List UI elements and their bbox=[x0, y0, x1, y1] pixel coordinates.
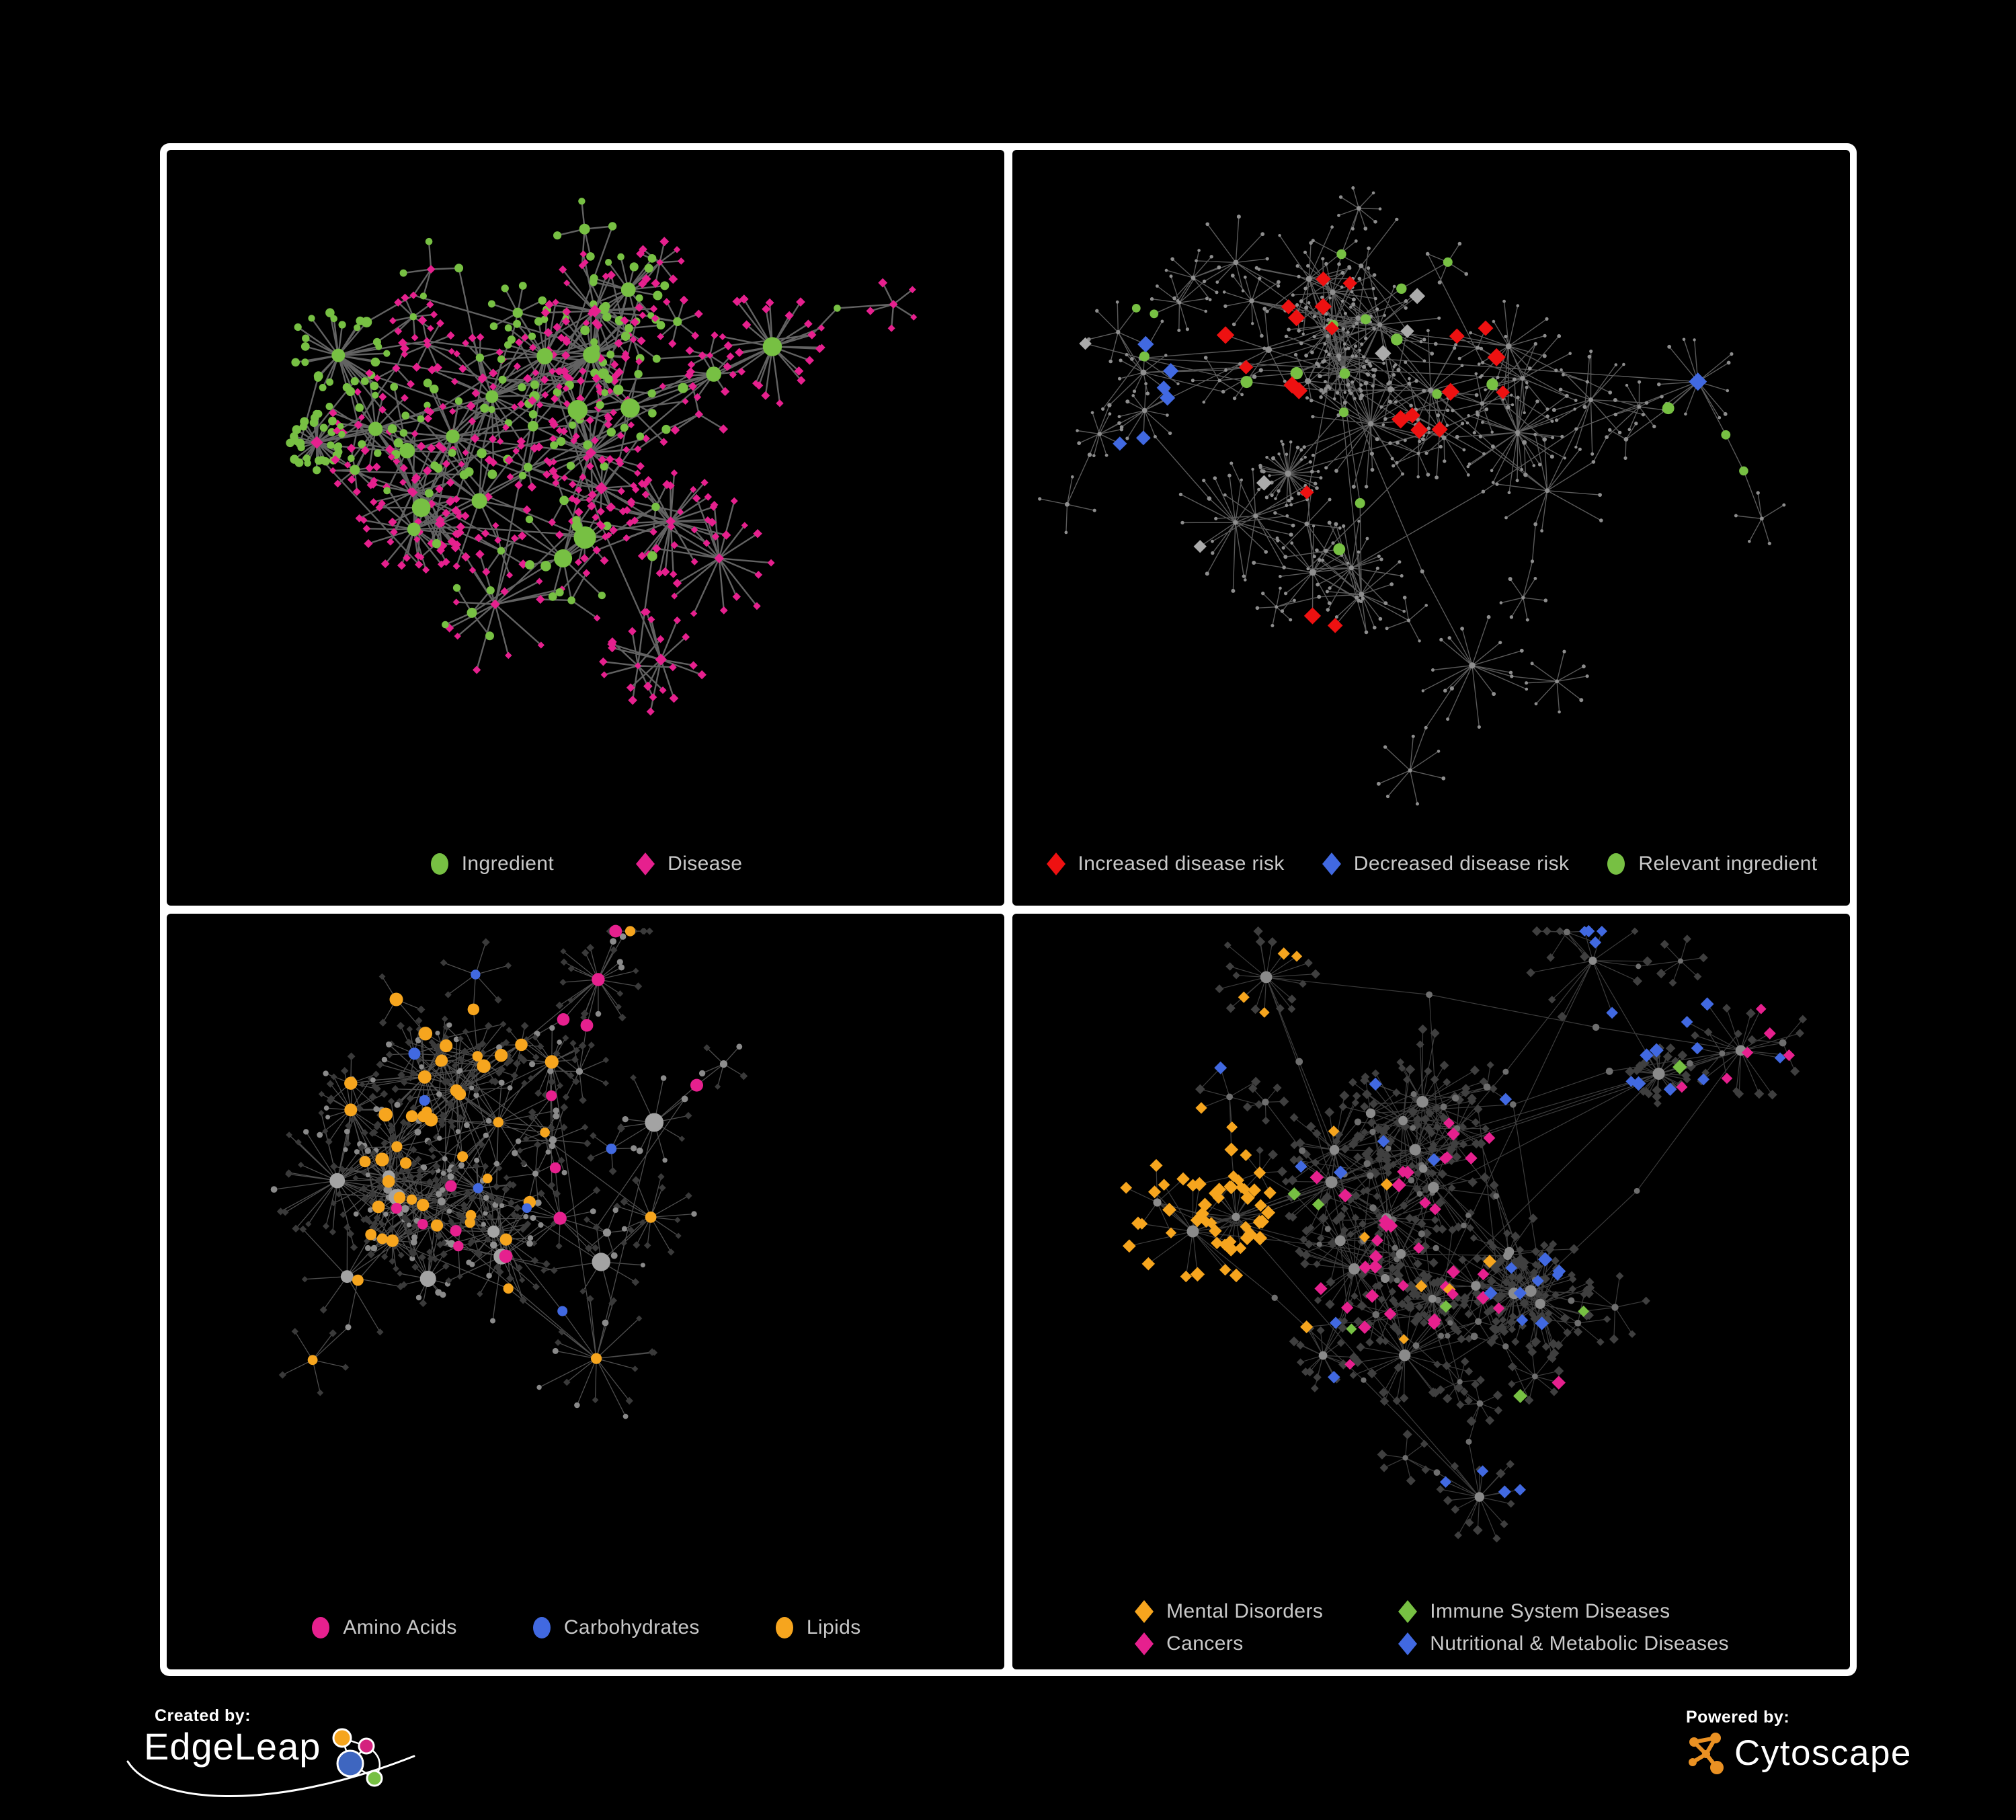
legend-item: Carbohydrates bbox=[531, 1616, 700, 1640]
legend-diamond-swatch bbox=[636, 853, 655, 875]
edges-layer bbox=[1039, 188, 1785, 804]
legend-label: Mental Disorders bbox=[1166, 1600, 1324, 1622]
legend-circle-swatch bbox=[312, 1617, 330, 1638]
white-frame-grid: Ingredient Disease Increased disease risk… bbox=[160, 143, 1857, 1676]
legend-item: Immune System Diseases bbox=[1397, 1599, 1670, 1624]
edges-layer bbox=[274, 931, 744, 1417]
panel-nutrient-classes: Amino Acids Carbohydrates Lipids bbox=[167, 914, 1004, 1669]
legend-label: Nutritional & Metabolic Diseases bbox=[1430, 1632, 1729, 1655]
legend-label: Disease bbox=[668, 853, 743, 875]
nodes-layer bbox=[270, 924, 748, 1419]
legend-label: Decreased disease risk bbox=[1353, 853, 1570, 875]
panel-ingredient-disease: Ingredient Disease bbox=[167, 150, 1004, 906]
legend: Ingredient Disease bbox=[167, 822, 1004, 906]
legend-diamond-swatch bbox=[1046, 853, 1065, 875]
legend-label: Relevant ingredient bbox=[1638, 853, 1818, 875]
panel-disease-risk: Increased disease risk Decreased disease … bbox=[1012, 150, 1850, 906]
legend-diamond-swatch bbox=[1322, 853, 1341, 875]
edgeleap-logo-icon bbox=[332, 1728, 383, 1787]
legend-item: Disease bbox=[635, 852, 742, 876]
legend-circle-swatch bbox=[1607, 853, 1625, 875]
legend-item: Amino Acids bbox=[310, 1616, 456, 1640]
legend-label: Carbohydrates bbox=[563, 1616, 700, 1638]
created-by-label: Created by: bbox=[155, 1706, 251, 1725]
legend-diamond-swatch bbox=[1135, 1600, 1154, 1623]
edges-layer bbox=[1125, 931, 1804, 1539]
network-canvas bbox=[1120, 924, 1808, 1543]
cytoscape-logo-icon bbox=[1689, 1733, 1724, 1774]
legend-diamond-swatch bbox=[1135, 1632, 1154, 1655]
network-canvas bbox=[1038, 186, 1786, 806]
panel-disease-categories: Mental Disorders Immune System Diseases Ca… bbox=[1012, 914, 1850, 1669]
nodes-layer bbox=[286, 198, 918, 716]
legend-item: Increased disease risk bbox=[1045, 852, 1285, 876]
legend: Mental Disorders Immune System Diseases Ca… bbox=[1012, 1586, 1850, 1669]
legend-item: Ingredient bbox=[429, 852, 554, 876]
legend-circle-swatch bbox=[775, 1617, 793, 1638]
legend-label: Ingredient bbox=[461, 853, 555, 875]
legend: Increased disease risk Decreased disease … bbox=[1012, 822, 1850, 906]
nodes-layer bbox=[1038, 186, 1786, 806]
legend-item: Cancers bbox=[1133, 1632, 1244, 1656]
legend-item: Lipids bbox=[774, 1616, 861, 1640]
legend-item: Mental Disorders bbox=[1133, 1599, 1323, 1624]
legend-item: Nutritional & Metabolic Diseases bbox=[1397, 1632, 1729, 1656]
legend-label: Increased disease risk bbox=[1078, 853, 1285, 875]
legend-item: Decreased disease risk bbox=[1321, 852, 1570, 876]
legend-item: Relevant ingredient bbox=[1605, 852, 1817, 876]
powered-by-label: Powered by: bbox=[1686, 1708, 1790, 1727]
legend: Amino Acids Carbohydrates Lipids bbox=[167, 1586, 1004, 1669]
legend-circle-swatch bbox=[532, 1617, 551, 1638]
legend-label: Amino Acids bbox=[343, 1616, 457, 1638]
legend-label: Lipids bbox=[806, 1616, 861, 1638]
network-canvas bbox=[270, 924, 748, 1419]
edgeleap-branding: Created by: EdgeLeap bbox=[126, 1706, 453, 1814]
cytoscape-wordmark: Cytoscape bbox=[1734, 1733, 1912, 1773]
edgeleap-swoosh bbox=[126, 1755, 415, 1797]
edgeleap-wordmark: EdgeLeap bbox=[144, 1725, 321, 1768]
network-canvas bbox=[286, 198, 918, 716]
legend-label: Cancers bbox=[1166, 1632, 1244, 1655]
legend-diamond-swatch bbox=[1398, 1632, 1418, 1655]
legend-label: Immune System Diseases bbox=[1430, 1600, 1670, 1622]
legend-diamond-swatch bbox=[1398, 1600, 1418, 1623]
cytoscape-branding: Powered by: Cytoscape bbox=[1686, 1708, 1968, 1809]
legend-circle-swatch bbox=[430, 853, 448, 875]
